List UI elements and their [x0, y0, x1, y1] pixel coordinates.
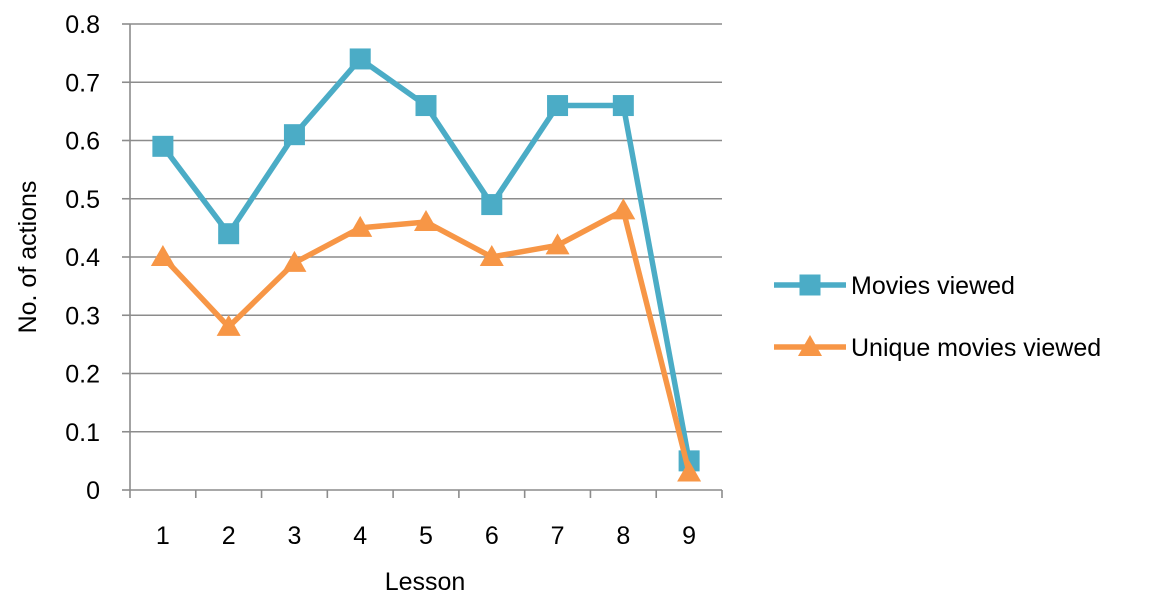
y-tick-label: 0.5	[65, 186, 100, 214]
series-unique-movies-viewed	[150, 198, 702, 482]
legend-triangle-marker	[798, 335, 822, 356]
x-tick-label: 2	[222, 522, 236, 550]
data-point-marker	[150, 245, 175, 266]
data-point-marker	[349, 48, 371, 70]
data-point-marker	[216, 314, 241, 336]
y-tick-label: 0.8	[65, 11, 100, 39]
data-point-marker	[481, 194, 503, 216]
data-point-marker	[677, 460, 702, 482]
data-series	[150, 48, 702, 482]
data-point-marker	[414, 210, 438, 232]
x-axis-tick-labels: 1 2 3 4 5 6 7 8 9	[156, 522, 696, 550]
axes	[122, 23, 723, 498]
x-tick-label: 6	[485, 522, 499, 550]
data-point-marker	[479, 245, 504, 266]
data-point-marker	[152, 135, 174, 157]
data-point-marker	[612, 95, 634, 117]
y-tick-label: 0.7	[65, 69, 100, 97]
y-axis-title: No. of actions	[14, 181, 42, 334]
y-tick-label: 0.1	[65, 419, 100, 447]
x-tick-label: 9	[682, 522, 696, 550]
legend-square-marker	[799, 274, 821, 296]
y-tick-label: 0.2	[65, 361, 100, 389]
x-tick-label: 4	[353, 522, 367, 550]
data-point-marker	[218, 223, 240, 245]
legend-item: Movies viewed	[774, 272, 1015, 300]
y-tick-label: 0	[86, 477, 100, 505]
x-tick-label: 1	[156, 522, 170, 550]
x-tick-label: 3	[287, 522, 301, 550]
series-line	[160, 207, 692, 474]
series-line	[160, 56, 692, 462]
y-tick-label: 0.4	[65, 244, 100, 272]
legend-item: Unique movies viewed	[774, 334, 1101, 362]
data-point-marker	[415, 95, 437, 117]
series-movies-viewed	[152, 48, 700, 472]
x-tick-label: 7	[551, 522, 565, 550]
x-axis-title: Lesson	[385, 568, 466, 596]
data-point-marker	[282, 250, 307, 272]
data-point-marker	[547, 95, 569, 117]
legend-label: Movies viewed	[851, 272, 1015, 300]
data-point-marker	[545, 233, 570, 255]
legend: Movies viewed Unique movies viewed	[774, 272, 1101, 362]
data-point-marker	[283, 124, 305, 146]
legend-label: Unique movies viewed	[851, 334, 1101, 362]
x-tick-label: 8	[616, 522, 630, 550]
y-axis-tick-labels: 0 0.1 0.2 0.3 0.4 0.5 0.6 0.7 0.8	[65, 11, 100, 505]
data-point-marker	[348, 215, 373, 237]
y-tick-label: 0.3	[65, 302, 100, 330]
y-tick-label: 0.6	[65, 128, 100, 156]
data-point-marker	[611, 198, 636, 220]
x-tick-label: 5	[419, 522, 433, 550]
